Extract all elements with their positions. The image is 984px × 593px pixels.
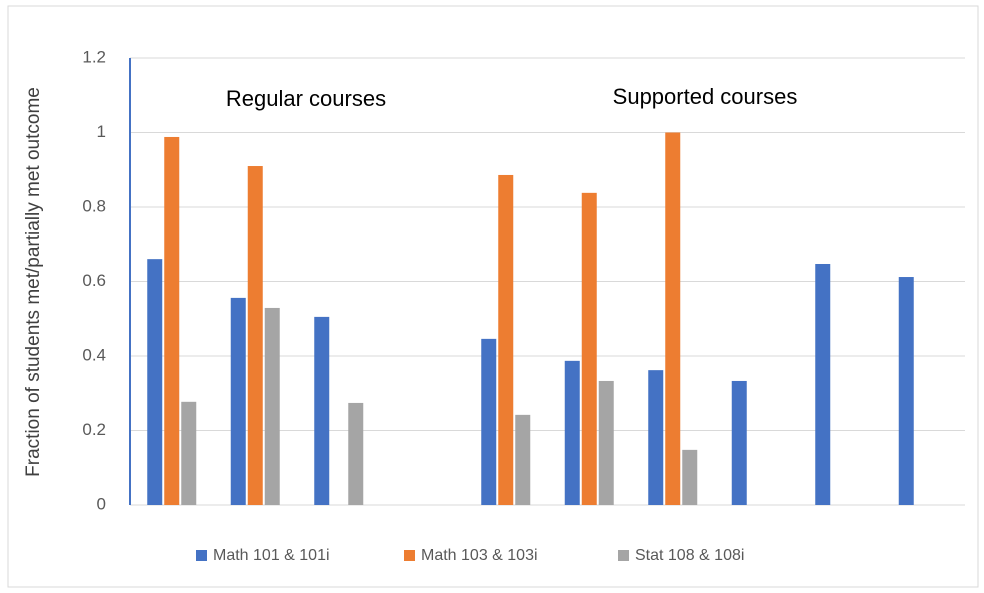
bar xyxy=(247,166,263,505)
bar xyxy=(598,380,614,505)
y-tick-label: 0.4 xyxy=(82,345,106,364)
bar xyxy=(481,338,497,505)
legend-label: Math 103 & 103i xyxy=(421,547,538,564)
y-tick-label: 0.6 xyxy=(82,271,106,290)
bar xyxy=(581,192,597,505)
annotation: Supported courses xyxy=(613,84,798,109)
bar xyxy=(348,402,364,505)
bar xyxy=(181,401,197,505)
legend-swatch xyxy=(404,550,415,561)
legend-label: Math 101 & 101i xyxy=(213,547,330,564)
annotation: Regular courses xyxy=(226,86,386,111)
y-tick-label: 1.2 xyxy=(82,47,106,66)
bar xyxy=(898,277,914,505)
bar xyxy=(164,136,180,505)
bar xyxy=(648,370,664,505)
bar xyxy=(314,316,330,505)
legend-label: Stat 108 & 108i xyxy=(635,547,744,564)
bar xyxy=(564,360,580,505)
y-tick-label: 1 xyxy=(97,122,106,141)
y-tick-label: 0.8 xyxy=(82,196,106,215)
y-axis-label: Fraction of students met/partially met o… xyxy=(23,87,44,477)
bar xyxy=(147,259,163,505)
legend-swatch xyxy=(618,550,629,561)
y-tick-label: 0 xyxy=(97,494,106,513)
bar xyxy=(731,380,747,505)
bar xyxy=(230,297,246,505)
bar xyxy=(264,307,280,505)
bar xyxy=(665,132,681,505)
bar xyxy=(515,414,531,505)
y-tick-label: 0.2 xyxy=(82,420,106,439)
bar xyxy=(682,449,698,505)
bar xyxy=(498,174,514,505)
legend-swatch xyxy=(196,550,207,561)
bar xyxy=(815,263,831,505)
